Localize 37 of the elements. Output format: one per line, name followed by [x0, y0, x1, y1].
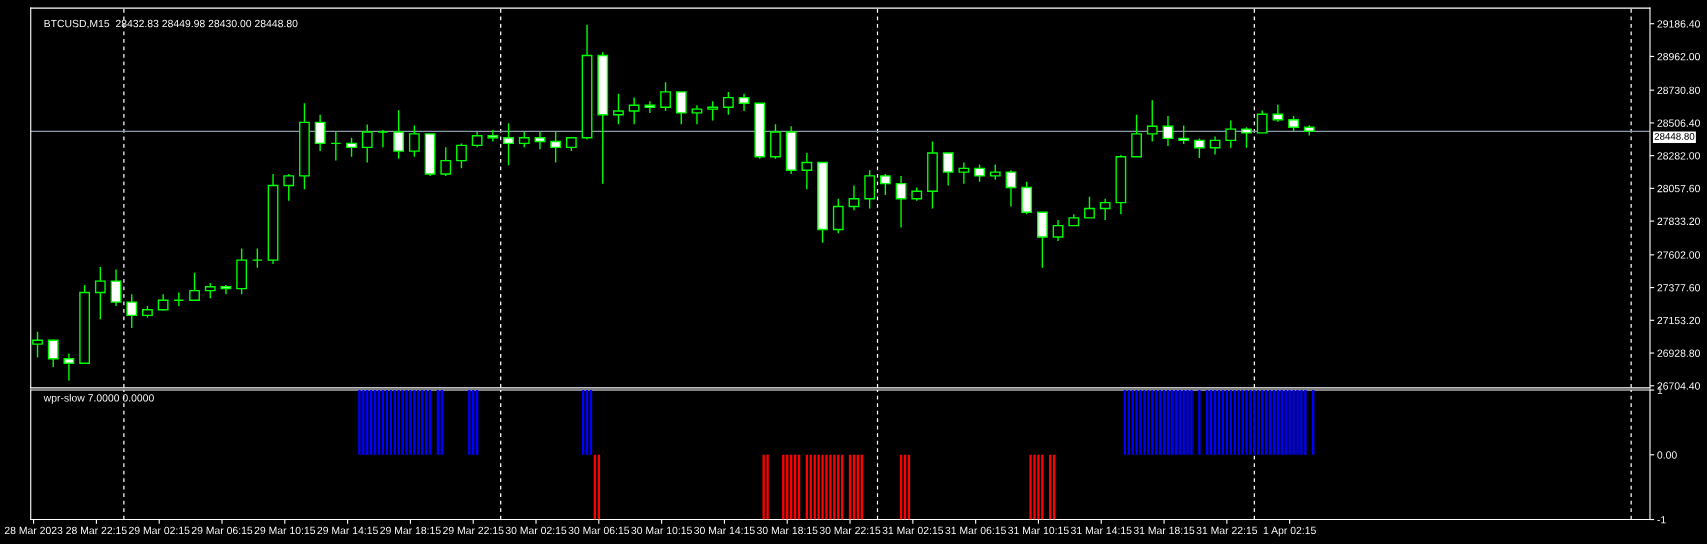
- x-tick-label: 29 Mar 10:15: [254, 526, 316, 535]
- x-tick-label: 31 Mar 14:15: [1070, 526, 1132, 535]
- text: BTCUSD,M15 28432.83 28449.98 28430.00 28448.80: [44, 19, 298, 29]
- x-tick-label: 31 Mar 18:15: [1133, 526, 1195, 535]
- x-tick-label: 29 Mar 02:15: [129, 526, 190, 535]
- y-tick-label: 28962.00: [1657, 52, 1700, 61]
- x-tick-label: 29 Mar 22:15: [443, 526, 504, 535]
- x-tick-label: 1 Apr 02:15: [1263, 526, 1316, 537]
- y-tick-label: 28506.40: [1657, 119, 1700, 127]
- x-tick-label: 28 Mar 22:15: [66, 526, 127, 535]
- x-tick-label: 31 Mar 22:15: [1196, 526, 1258, 535]
- ref-line-label: 28448.80: [1654, 132, 1695, 140]
- x-tick-label: 28 Mar 2023: [4, 526, 63, 535]
- y-tick-label: 27153.20: [1657, 316, 1700, 325]
- x-tick-label: 31 Mar 06:15: [945, 526, 1006, 535]
- y-tick-label: 27377.60: [1657, 284, 1700, 292]
- x-tick-label: 30 Mar 18:15: [756, 526, 818, 535]
- x-tick-label: 29 Mar 18:15: [380, 526, 441, 535]
- y-tick-label: -1: [1657, 516, 1666, 524]
- y-tick-label: 27833.20: [1657, 217, 1700, 225]
- x-tick-label: 30 Mar 06:15: [568, 526, 630, 535]
- x-tick-label: 30 Mar 14:15: [694, 526, 755, 535]
- y-tick-label: 28730.80: [1657, 86, 1700, 95]
- y-tick-label: 28282.00: [1657, 152, 1700, 160]
- y-tick-label: 26928.80: [1657, 349, 1700, 357]
- x-tick-label: 30 Mar 02:15: [505, 526, 567, 535]
- x-tick-label: 29 Mar 14:15: [317, 526, 378, 535]
- y-tick-label: 28057.60: [1657, 184, 1700, 193]
- y-tick-label: 29186.40: [1657, 20, 1700, 28]
- chart-title: wpr-slow 7.0000 0.0000: [43, 393, 154, 404]
- y-tick-label: 0.00: [1657, 451, 1677, 459]
- y-tick-label: 27602.00: [1657, 251, 1700, 259]
- x-tick-label: 31 Mar 10:15: [1008, 526, 1069, 535]
- x-tick-label: 29 Mar 06:15: [191, 526, 253, 535]
- x-tick-label: 30 Mar 10:15: [631, 526, 692, 535]
- x-tick-label: 31 Mar 02:15: [882, 526, 944, 535]
- x-tick-label: 30 Mar 22:15: [819, 526, 881, 535]
